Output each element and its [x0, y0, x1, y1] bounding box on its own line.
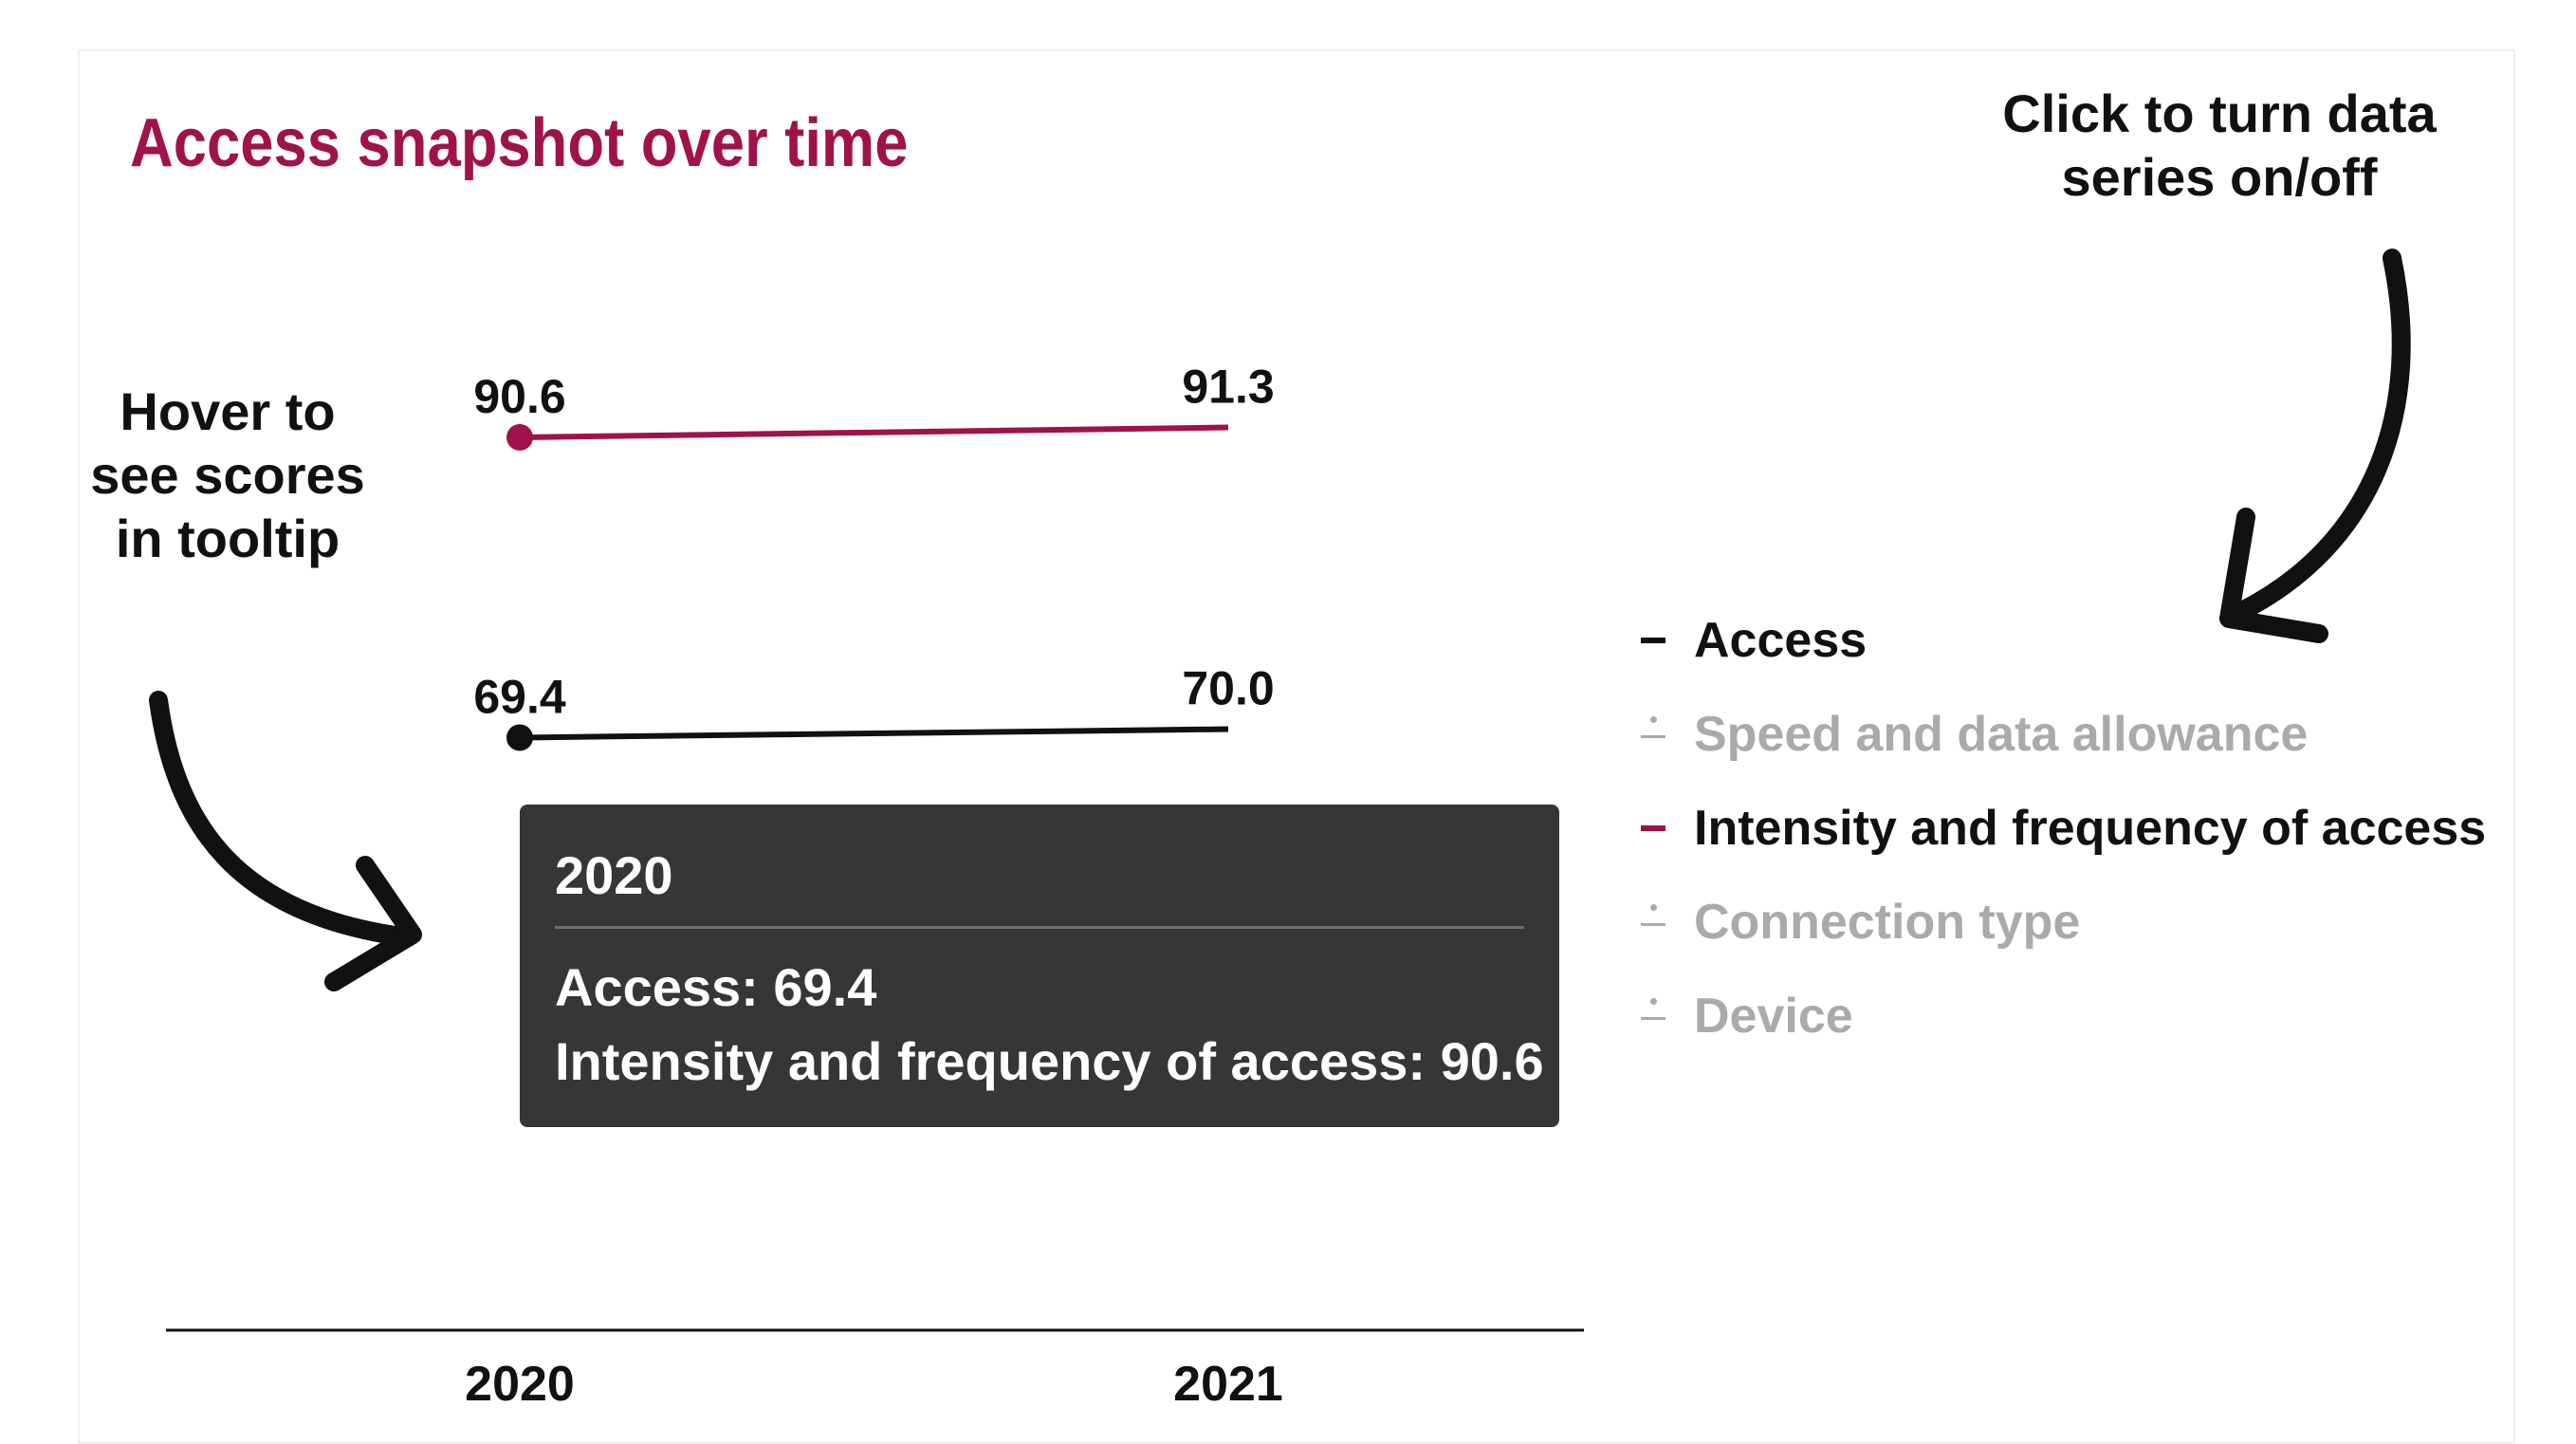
series-line-access[interactable] — [519, 726, 1229, 741]
x-tick-label: 2021 — [1173, 1357, 1283, 1412]
hover-annotation-line: in tooltip — [115, 509, 340, 568]
data-point-access[interactable] — [506, 724, 533, 751]
click-annotation: Click to turn data series on/off — [1973, 82, 2466, 209]
click-annotation-line: Click to turn data — [2002, 83, 2437, 143]
legend-item-access[interactable]: Access — [1641, 607, 1867, 674]
click-arrow-icon — [2227, 249, 2411, 623]
legend-label: Access — [1694, 613, 1868, 668]
chart-title: Access snapshot over time — [130, 105, 909, 181]
legend-label: Connection type — [1694, 895, 2081, 950]
chart-card — [78, 49, 2515, 1444]
tooltip-row-access: Access: 69.4 — [555, 957, 877, 1017]
hidden-series-marker-icon — [1641, 898, 1669, 946]
hover-annotation: Hover to see scores in tooltip — [76, 380, 379, 570]
hover-arrow-icon — [149, 691, 417, 947]
data-label-access: 70.0 — [1182, 662, 1274, 715]
tooltip-title: 2020 — [555, 845, 673, 905]
tooltip-divider — [555, 926, 1524, 929]
data-label-intensity-and-frequency-of-access: 91.3 — [1182, 361, 1274, 414]
hover-annotation-line: see scores — [90, 445, 365, 505]
legend-label: Device — [1694, 989, 1853, 1044]
hover-annotation-line: Hover to — [120, 381, 336, 441]
legend-item-device[interactable]: Device — [1641, 983, 1853, 1049]
data-label-access: 69.4 — [473, 670, 566, 723]
legend-item-connection-type[interactable]: Connection type — [1641, 889, 2080, 955]
hover-arrowhead-icon — [324, 856, 422, 991]
click-annotation-line: series on/off — [2061, 147, 2378, 207]
legend-label: Speed and data allowance — [1694, 707, 2309, 762]
data-label-intensity-and-frequency-of-access: 90.6 — [473, 370, 565, 423]
hidden-series-marker-icon — [1641, 992, 1669, 1040]
click-arrowhead-icon — [2219, 508, 2328, 643]
chart-tooltip: 2020 Access: 69.4 Intensity and frequenc… — [520, 805, 1559, 1127]
line-marker-icon — [1641, 805, 1669, 852]
series-line-intensity-and-frequency-of-access[interactable] — [519, 424, 1229, 440]
data-point-intensity-and-frequency-of-access[interactable] — [506, 423, 533, 451]
hidden-series-marker-icon — [1641, 711, 1669, 758]
x-tick-label: 2020 — [465, 1357, 575, 1412]
legend-item-speed-and-data-allowance[interactable]: Speed and data allowance — [1641, 701, 2308, 768]
legend-item-intensity-and-frequency-of-access[interactable]: Intensity and frequency of access — [1641, 795, 2486, 861]
line-marker-icon — [1641, 617, 1669, 664]
tooltip-row-intensity: Intensity and frequency of access: 90.6 — [555, 1031, 1544, 1091]
legend-label: Intensity and frequency of access — [1694, 801, 2487, 856]
